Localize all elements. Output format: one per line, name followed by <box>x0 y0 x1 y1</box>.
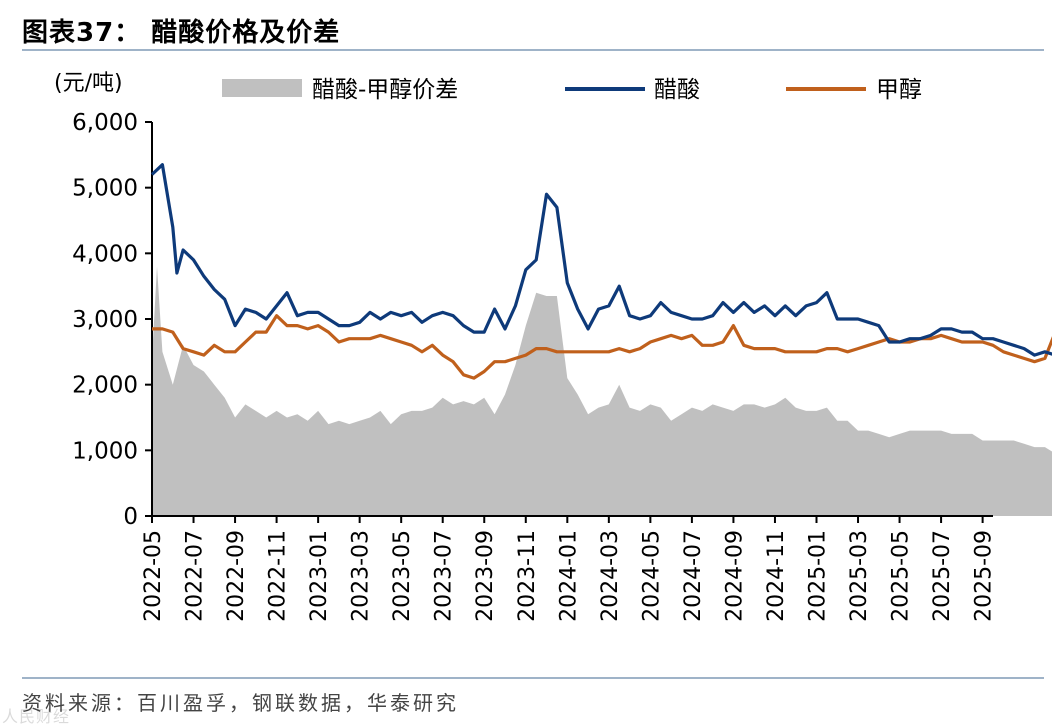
x-tick-label: 2025-09 <box>972 530 997 622</box>
x-tick-label: 2022-07 <box>183 530 208 622</box>
x-tick-label: 2022-09 <box>224 530 249 622</box>
x-tick-label: 2023-11 <box>515 530 540 622</box>
legend-spread-label: 醋酸-甲醇价差 <box>312 77 458 103</box>
y-tick-label: 0 <box>123 504 138 530</box>
x-tick-label: 2022-05 <box>141 530 166 622</box>
series-methanol-line <box>152 314 1052 380</box>
legend-spread-swatch <box>222 79 302 97</box>
x-tick-label: 2024-01 <box>556 530 581 622</box>
legend: 醋酸-甲醇价差 醋酸 甲醇 <box>222 77 922 103</box>
x-tick-label: 2024-07 <box>681 530 706 622</box>
series-acetic-line <box>150 163 1052 357</box>
x-tick-label: 2024-09 <box>722 530 747 622</box>
y-tick-label: 1,000 <box>72 438 138 464</box>
x-tick-label: 2023-07 <box>432 530 457 622</box>
y-unit-label: (元/吨) <box>54 71 123 96</box>
watermark: 人民财经 <box>2 707 71 726</box>
y-tick-label: 3,000 <box>72 307 138 333</box>
legend-methanol-label: 甲醇 <box>876 77 922 103</box>
x-tick-label: 2024-05 <box>639 530 664 622</box>
series-spread-area <box>152 266 1052 516</box>
x-tick-label: 2025-05 <box>889 530 914 622</box>
x-tick-label: 2022-11 <box>266 530 291 622</box>
legend-acetic-label: 醋酸 <box>654 77 700 103</box>
x-tick-label: 2023-05 <box>390 530 415 622</box>
x-tick-label: 2025-01 <box>805 530 830 622</box>
y-tick-label: 4,000 <box>72 241 138 267</box>
y-tick-label: 6,000 <box>72 110 138 136</box>
y-tick-label: 5,000 <box>72 176 138 202</box>
x-tick-label: 2023-01 <box>307 530 332 622</box>
x-tick-label: 2025-03 <box>847 530 872 622</box>
x-tick-label: 2025-07 <box>930 530 955 622</box>
y-tick-label: 2,000 <box>72 373 138 399</box>
figure-title: 图表37： 醋酸价格及价差 <box>22 18 341 48</box>
source-divider <box>22 677 1044 679</box>
x-tick-label: 2024-03 <box>598 530 623 622</box>
x-tick-label: 2023-03 <box>349 530 374 622</box>
source-note: 资料来源：百川盈孚，钢联数据，华泰研究 <box>22 691 459 715</box>
title-divider <box>22 49 1044 51</box>
x-tick-label: 2024-11 <box>764 530 789 622</box>
x-tick-label: 2023-09 <box>473 530 498 622</box>
